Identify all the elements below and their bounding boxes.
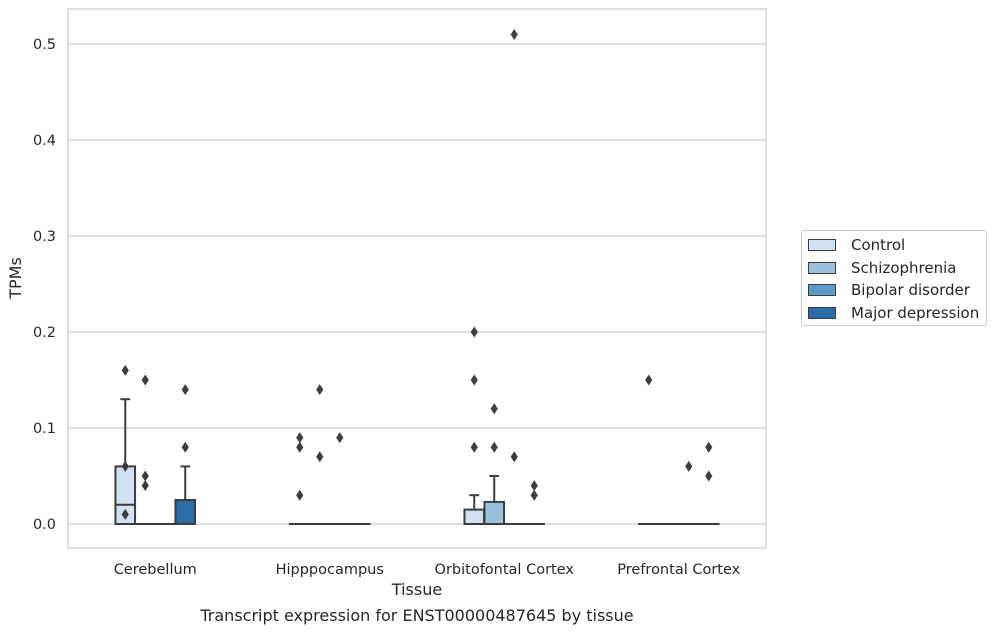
outlier-point <box>336 432 344 444</box>
legend: Control Schizophrenia Bipolar disorder Majo… <box>801 230 987 326</box>
outlier-point <box>121 460 129 472</box>
box-major-depression <box>174 384 197 526</box>
outlier-point <box>316 384 324 396</box>
outlier-point <box>645 374 653 386</box>
y-gridlines <box>68 43 766 525</box>
y-axis-label: TPMs <box>6 257 25 300</box>
box-control <box>463 326 486 526</box>
outlier-point <box>296 432 304 444</box>
legend-swatch <box>808 261 836 274</box>
outlier-point <box>121 364 129 376</box>
box-body <box>174 499 197 526</box>
outlier-point <box>181 441 189 453</box>
y-tick-label: 0.4 <box>33 133 56 149</box>
legend-label: Major depression <box>851 303 980 322</box>
outlier-point <box>296 441 304 453</box>
x-tick-label: Hipppocampus <box>276 562 384 578</box>
legend-item: Schizophrenia <box>808 258 956 278</box>
y-axis-ticks: 0.0 0.1 0.2 0.3 0.4 0.5 <box>33 37 56 533</box>
x-axis-ticks: Cerebellum Hipppocampus Orbitofontal Corte… <box>114 562 741 578</box>
box-bipolar-disorder <box>677 460 700 526</box>
legend-label: Schizophrenia <box>851 258 957 277</box>
outlier-point <box>141 480 149 492</box>
outlier-point <box>705 441 713 453</box>
legend-label: Bipolar disorder <box>851 281 970 299</box>
box-major-depression <box>523 480 546 526</box>
box-body <box>483 500 506 526</box>
plot-frame <box>67 8 767 549</box>
outlier-point <box>141 470 149 482</box>
box-body <box>463 508 486 526</box>
outlier-point <box>530 480 538 492</box>
legend-item: Control <box>808 235 905 255</box>
outlier-point <box>490 403 498 415</box>
legend-swatch <box>808 306 836 319</box>
legend-swatch <box>808 239 836 251</box>
box-schizophrenia <box>308 384 331 526</box>
legend-item: Bipolar disorder <box>808 280 970 300</box>
outlier-point <box>530 489 538 501</box>
outlier-point <box>181 384 189 396</box>
outlier-point <box>510 451 518 463</box>
y-tick-label: 0.3 <box>33 229 56 245</box>
outlier-point <box>490 441 498 453</box>
outlier-point <box>470 441 478 453</box>
box-control <box>637 374 660 526</box>
chart-caption: Transcript expression for ENST0000048764… <box>200 606 634 625</box>
box-bipolar-disorder <box>503 28 526 526</box>
x-tick-label: Prefrontal Cortex <box>617 562 740 578</box>
box-schizophrenia <box>483 403 506 526</box>
y-tick-label: 0.0 <box>33 517 56 533</box>
legend-label: Control <box>851 236 906 254</box>
box-major-depression <box>697 441 720 526</box>
outlier-point <box>510 28 518 40</box>
outlier-point <box>121 508 129 520</box>
box-control <box>114 364 137 526</box>
outlier-point <box>316 451 324 463</box>
outlier-point <box>470 374 478 386</box>
outlier-point <box>685 460 693 472</box>
x-axis-label: Tissue <box>391 580 442 599</box>
box-control <box>288 432 311 526</box>
box-schizophrenia <box>134 374 157 526</box>
legend-swatch <box>808 284 836 296</box>
outlier-point <box>705 470 713 482</box>
box-bipolar-disorder <box>328 432 351 526</box>
y-tick-label: 0.2 <box>33 325 56 341</box>
legend-item: Major depression <box>808 303 979 323</box>
outlier-point <box>470 326 478 338</box>
x-tick-label: Orbitofontal Cortex <box>435 562 575 578</box>
box-plot-series <box>114 28 720 526</box>
x-tick-label: Cerebellum <box>114 562 197 578</box>
outlier-point <box>141 374 149 386</box>
outlier-point <box>296 489 304 501</box>
y-tick-label: 0.1 <box>33 421 56 437</box>
y-tick-label: 0.5 <box>33 37 56 53</box>
